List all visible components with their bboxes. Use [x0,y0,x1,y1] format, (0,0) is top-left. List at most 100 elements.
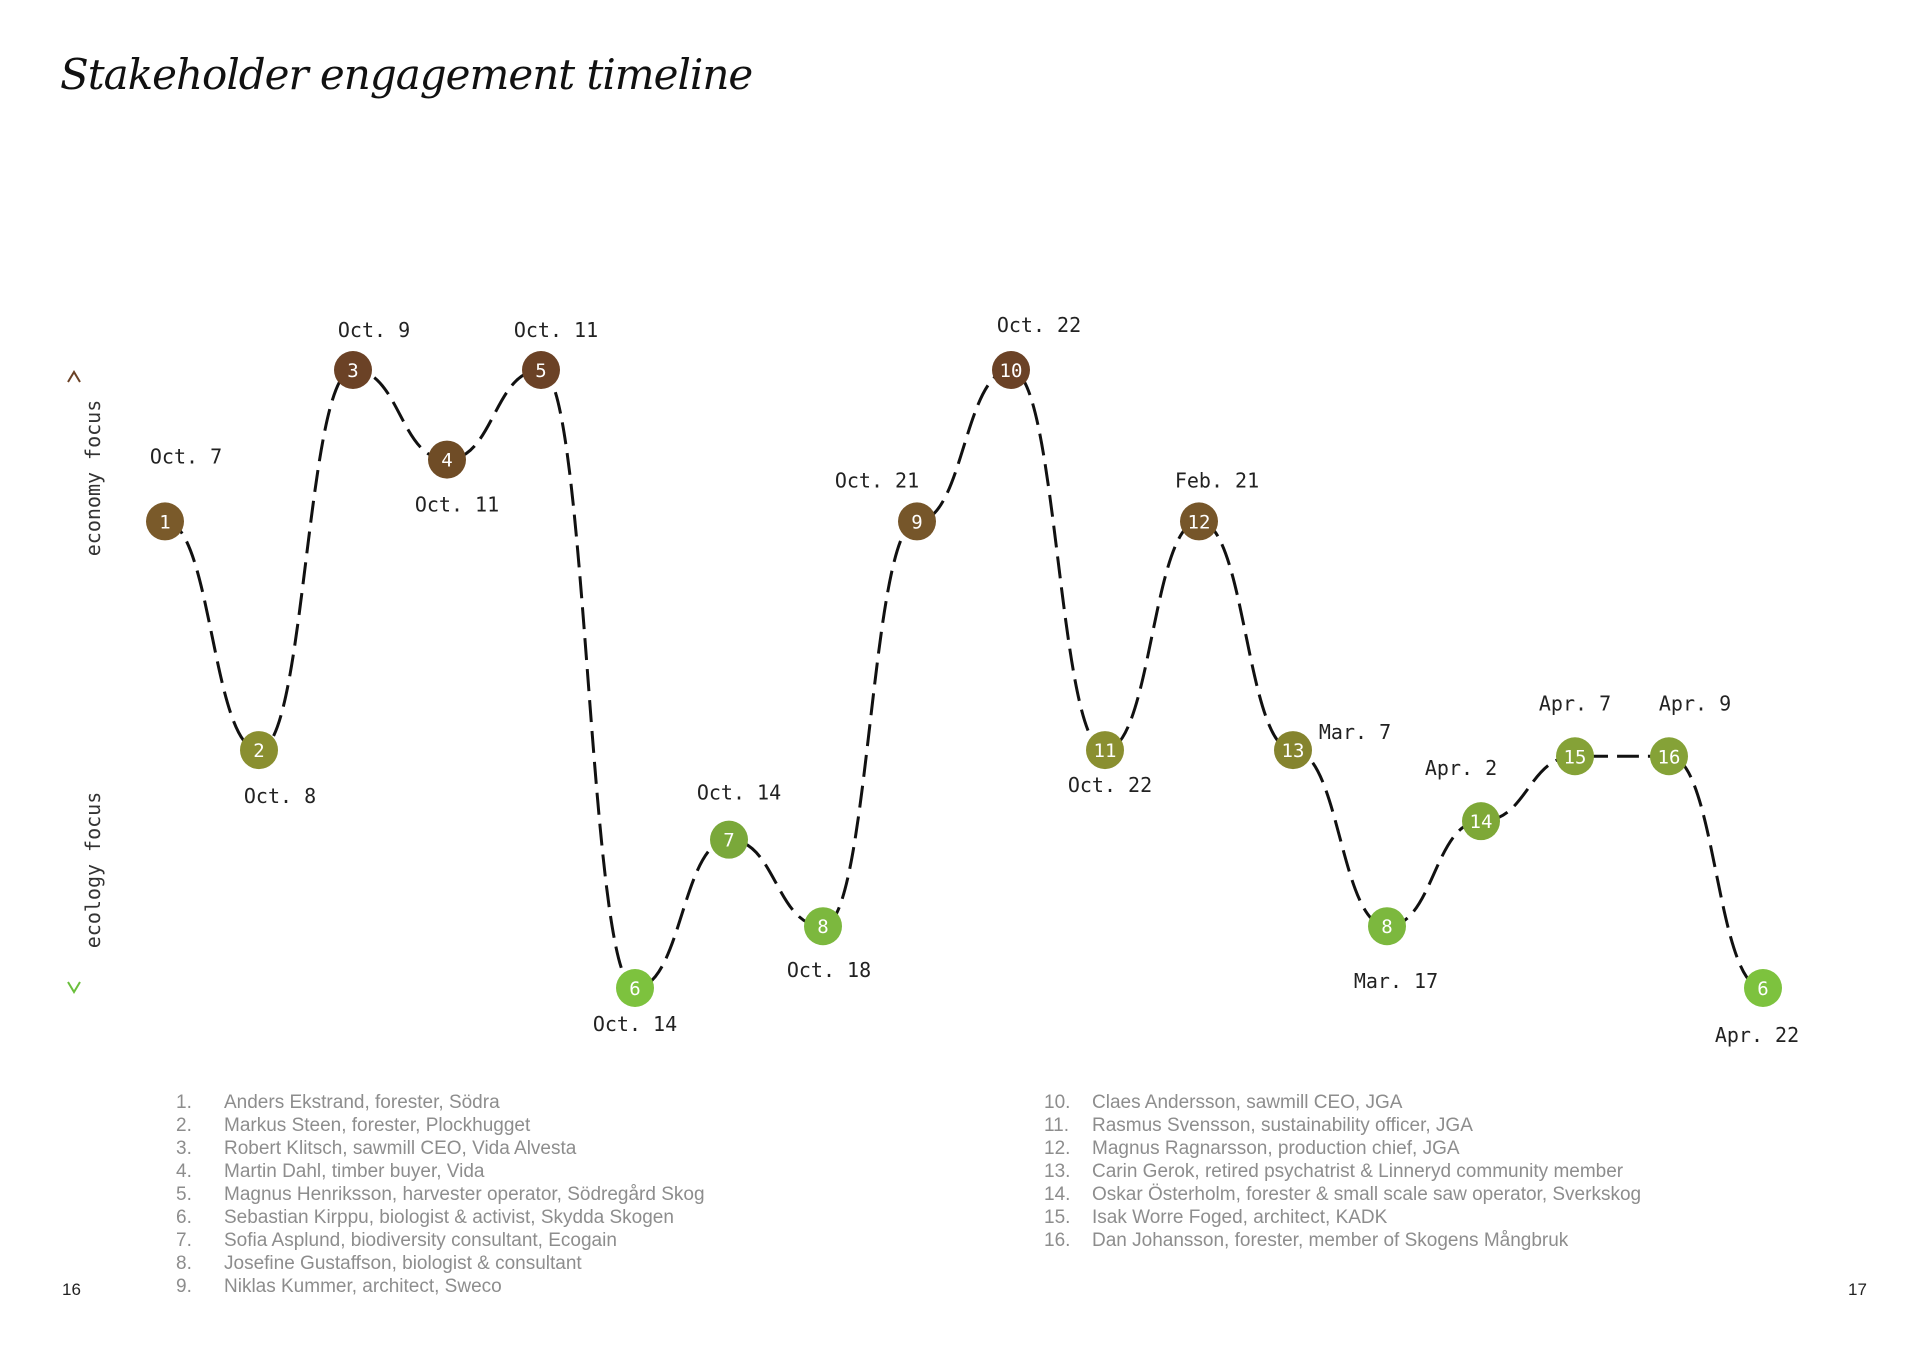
stakeholder-item: 13. Carin Gerok, retired psychatrist & Li… [1044,1160,1641,1183]
timeline-node-number: 13 [1282,740,1305,762]
timeline-node-number: 14 [1470,811,1493,833]
timeline-date-label: Oct. 14 [593,1012,677,1036]
timeline-node-number: 12 [1188,511,1211,533]
timeline-date-label: Oct. 8 [244,784,316,808]
stakeholder-number: 10. [1044,1092,1071,1113]
timeline-node-number: 6 [629,978,640,1000]
timeline-date-label: Mar. 17 [1354,969,1438,993]
arrow-down-icon [67,981,81,994]
stakeholder-text: Claes Andersson, sawmill CEO, JGA [1092,1092,1403,1113]
timeline-node-number: 15 [1564,746,1587,768]
stakeholder-text: Magnus Henriksson, harvester operator, S… [224,1184,705,1205]
timeline-node [1086,731,1124,770]
timeline-node [146,502,184,541]
timeline-date-label: Oct. 22 [997,313,1081,337]
stakeholder-number: 2. [176,1115,192,1136]
timeline-node [522,351,560,389]
timeline-node [898,502,936,541]
stakeholder-number: 11. [1044,1115,1070,1136]
stakeholder-text: Isak Worre Foged, architect, KADK [1092,1207,1388,1228]
timeline-node [616,969,654,1007]
stakeholder-number: 8. [176,1253,192,1274]
timeline-date-label: Oct. 9 [338,318,410,342]
stakeholder-number: 14. [1044,1184,1071,1205]
timeline-node-number: 6 [1757,978,1768,1000]
economy-focus-label: economy focus [81,400,105,557]
stakeholder-item: 11. Rasmus Svensson, sustainability offic… [1044,1114,1641,1137]
stakeholder-item: 5. Magnus Henriksson, harvester operator,… [176,1183,705,1206]
timeline-node [1180,502,1218,541]
timeline-node-number: 16 [1658,746,1681,768]
timeline-node-number: 2 [253,740,264,762]
stakeholder-text: Dan Johansson, forester, member of Skoge… [1092,1230,1569,1251]
timeline-date-label: Oct. 14 [697,781,781,805]
timeline-node-number: 7 [723,830,734,852]
stakeholder-item: 8. Josefine Gustaffson, biologist & consu… [176,1252,705,1275]
stakeholder-number: 12. [1044,1138,1071,1159]
timeline-node [804,907,842,946]
timeline-date-label: Feb. 21 [1175,468,1259,492]
stakeholder-text: Carin Gerok, retired psychatrist & Linne… [1092,1161,1624,1182]
timeline-node [1462,802,1500,841]
stakeholder-item: 2. Markus Steen, forester, Plockhugget [176,1114,705,1137]
timeline-node [240,731,278,770]
timeline-node [1274,731,1312,770]
stakeholder-number: 15. [1044,1207,1071,1228]
timeline-date-label: Apr. 7 [1539,691,1611,715]
timeline-date-label: Mar. 7 [1319,720,1391,744]
stakeholder-item: 4. Martin Dahl, timber buyer, Vida [176,1160,705,1183]
timeline-node-number: 3 [347,360,358,382]
stakeholder-text: Martin Dahl, timber buyer, Vida [224,1161,485,1182]
timeline-node-number: 10 [1000,360,1023,382]
stakeholder-text: Niklas Kummer, architect, Sweco [224,1276,502,1297]
stakeholder-number: 13. [1044,1161,1071,1182]
timeline-node-number: 1 [159,511,170,533]
timeline-curve [164,368,1764,990]
timeline-node [1368,907,1406,946]
stakeholder-number: 5. [176,1184,192,1205]
stakeholder-item: 15. Isak Worre Foged, architect, KADK [1044,1206,1641,1229]
stakeholder-number: 4. [176,1161,192,1182]
timeline-node-number: 11 [1094,740,1117,762]
arrow-up-icon [67,370,81,383]
stakeholder-text: Josefine Gustaffson, biologist & consult… [224,1253,582,1274]
timeline-node [428,440,466,479]
page-number-right: 17 [1848,1280,1867,1299]
timeline-date-label: Oct. 18 [787,958,871,982]
stakeholder-text: Rasmus Svensson, sustainability officer,… [1092,1115,1473,1136]
stakeholder-number: 7. [176,1230,192,1251]
timeline-node [334,351,372,389]
timeline-date-label: Oct. 22 [1068,773,1152,797]
timeline-date-label: Apr. 2 [1425,756,1497,780]
focus-axis: economy focus ecology focus [67,370,105,994]
stakeholder-list-left: 1. Anders Ekstrand, forester, Södra 2. Mark… [176,1091,705,1298]
stakeholder-text: Robert Klitsch, sawmill CEO, Vida Alvest… [224,1138,577,1159]
timeline-node-number: 4 [441,450,452,472]
timeline-node [1556,737,1594,776]
stakeholder-item: 9. Niklas Kummer, architect, Sweco [176,1275,705,1298]
stakeholder-item: 16. Dan Johansson, forester, member of Sk… [1044,1229,1641,1252]
timeline-date-label: Oct. 11 [415,493,499,517]
stakeholder-item: 12. Magnus Ragnarsson, production chief, … [1044,1137,1641,1160]
timeline-node [710,820,748,859]
page-number-left: 16 [62,1280,81,1299]
timeline-node [1744,969,1782,1007]
timeline-node [992,351,1030,389]
stakeholder-text: Sebastian Kirppu, biologist & activist, … [224,1207,674,1228]
timeline-date-label: Oct. 21 [835,468,919,492]
stakeholder-item: 3. Robert Klitsch, sawmill CEO, Vida Alve… [176,1137,705,1160]
timeline-node [1650,737,1688,776]
stakeholder-item: 6. Sebastian Kirppu, biologist & activist… [176,1206,705,1229]
timeline-date-label: Apr. 22 [1715,1023,1799,1047]
timeline-date-label: Oct. 11 [514,318,598,342]
timeline-node-number: 8 [1381,916,1392,938]
timeline-date-label: Oct. 7 [150,444,222,468]
stakeholder-number: 6. [176,1207,192,1228]
timeline-date-label: Apr. 9 [1659,691,1731,715]
stakeholder-item: 1. Anders Ekstrand, forester, Södra [176,1091,705,1114]
stakeholder-number: 16. [1044,1230,1071,1251]
stakeholder-text: Oskar Österholm, forester & small scale … [1092,1184,1642,1205]
stakeholder-number: 9. [176,1276,192,1297]
stakeholder-text: Anders Ekstrand, forester, Södra [224,1092,500,1113]
